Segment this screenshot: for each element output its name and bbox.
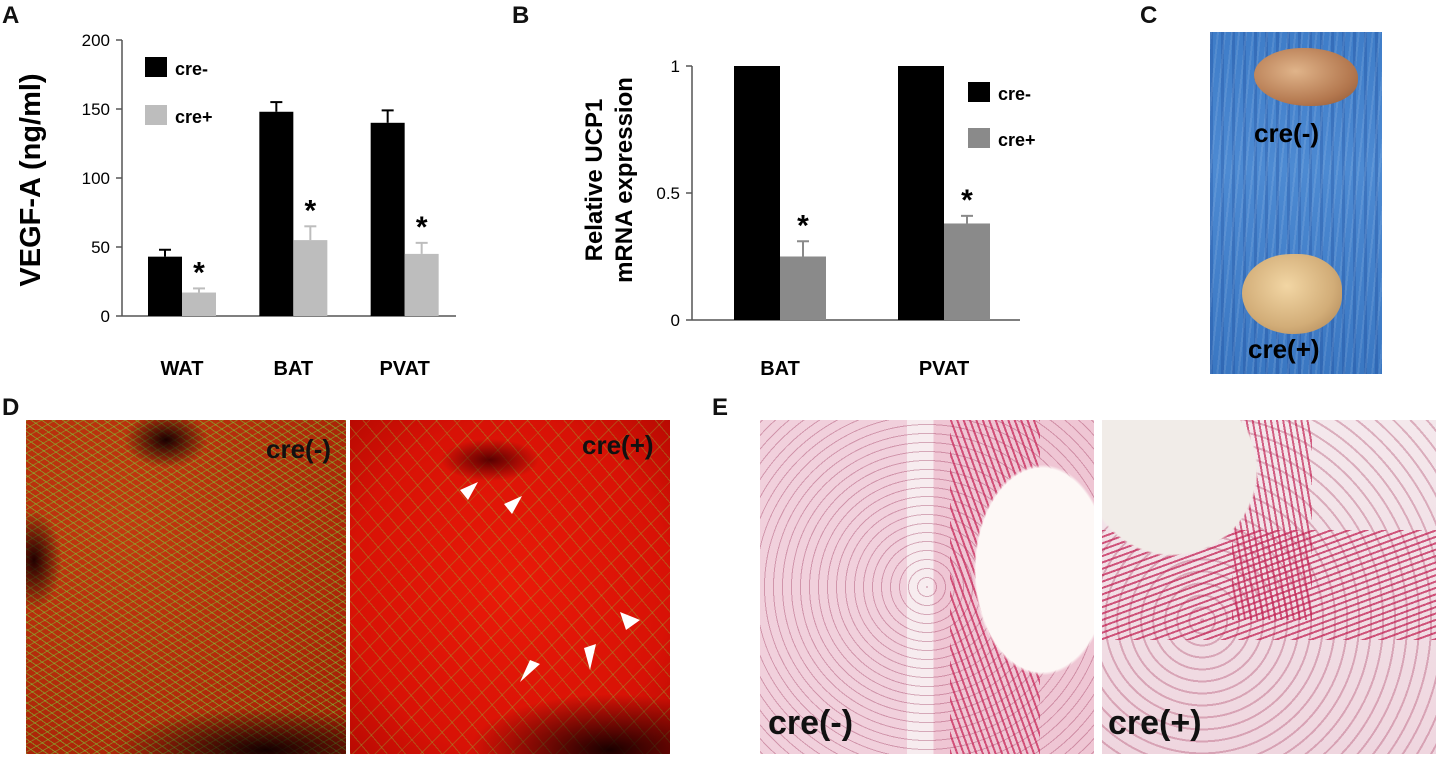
photo-d-left: cre(-)	[26, 420, 346, 754]
y-tick-label: 0.5	[656, 184, 680, 203]
photo-c-tissue: cre(-) cre(+)	[1210, 32, 1382, 374]
legend-swatch	[968, 128, 990, 148]
y-tick-label: 200	[82, 31, 110, 50]
significance-marker: *	[416, 211, 428, 244]
bar	[182, 292, 216, 316]
bar	[898, 66, 944, 320]
bar	[780, 256, 826, 320]
panel-letter-b: B	[512, 2, 530, 29]
y-tick-label: 50	[91, 238, 110, 257]
tissue-sample-top	[1254, 48, 1358, 106]
bar	[944, 223, 990, 320]
photo-d-right: cre(+)	[350, 420, 670, 754]
legend-swatch	[968, 82, 990, 102]
chart-b-ylabel-line2: mRNA expression	[611, 77, 638, 283]
chart-a-plot: 0 50 100 150 200 * WAT * BAT * PVAT cre-cre+	[82, 31, 456, 380]
chart-b-plot: 0 0.5 1 * BAT * PVAT cre-cre+	[656, 57, 1035, 380]
category-label: PVAT	[379, 358, 429, 380]
category-label: PVAT	[919, 358, 969, 380]
y-tick-label: 1	[671, 57, 680, 76]
y-tick-label: 0	[101, 307, 110, 326]
chart-a-vegf: VEGF-A (ng/ml) 0 50 100 150 200 * WAT * BAT * PVAT…	[15, 31, 456, 380]
panel-letter-d: D	[2, 394, 20, 421]
y-tick-label: 100	[82, 169, 110, 188]
tissue-sample-bottom	[1242, 254, 1342, 334]
photo-e-right: cre(+)	[1102, 420, 1436, 754]
panel-letter-e: E	[712, 394, 729, 421]
chart-b-ucp1: Relative UCP1 mRNA expression 0 0.5 1 * BAT *…	[581, 57, 1036, 380]
arrowhead-icon	[460, 482, 478, 500]
panel-letter-a: A	[2, 2, 20, 29]
arrowheads	[460, 482, 640, 682]
photo-e-left-label: cre(-)	[768, 704, 854, 742]
chart-b-ylabel-line1: Relative UCP1	[581, 99, 608, 262]
legend-label: cre+	[175, 107, 213, 127]
category-label: WAT	[161, 358, 204, 380]
legend-swatch	[145, 105, 167, 125]
arrowhead-icon	[520, 660, 540, 682]
legend-swatch	[145, 57, 167, 77]
significance-marker: *	[193, 256, 205, 289]
photo-c-label-bottom: cre(+)	[1248, 334, 1320, 364]
arrowhead-icon	[584, 644, 596, 670]
category-label: BAT	[274, 358, 314, 380]
bar	[148, 256, 182, 316]
bar	[734, 66, 780, 320]
significance-marker: *	[961, 184, 973, 217]
photo-d-left-label: cre(-)	[266, 434, 332, 464]
arrowhead-icon	[504, 496, 522, 514]
legend-label: cre+	[998, 130, 1036, 150]
bar	[293, 240, 328, 316]
significance-marker: *	[304, 194, 316, 227]
significance-marker: *	[797, 209, 809, 242]
bar	[404, 253, 439, 316]
y-tick-label: 150	[82, 100, 110, 119]
photo-e-right-label: cre(+)	[1108, 704, 1202, 742]
legend-label: cre-	[998, 84, 1031, 104]
photo-e-left: cre(-)	[760, 420, 1094, 754]
chart-a-ylabel: VEGF-A (ng/ml)	[15, 73, 47, 286]
legend-label: cre-	[175, 59, 208, 79]
category-label: BAT	[760, 358, 800, 380]
photo-c-label-top: cre(-)	[1254, 118, 1320, 148]
photo-d-right-label: cre(+)	[582, 430, 654, 460]
bar	[370, 122, 405, 316]
arrowhead-icon	[620, 612, 640, 630]
y-tick-label: 0	[671, 311, 680, 330]
panel-letter-c: C	[1140, 2, 1158, 29]
bar	[259, 111, 294, 316]
